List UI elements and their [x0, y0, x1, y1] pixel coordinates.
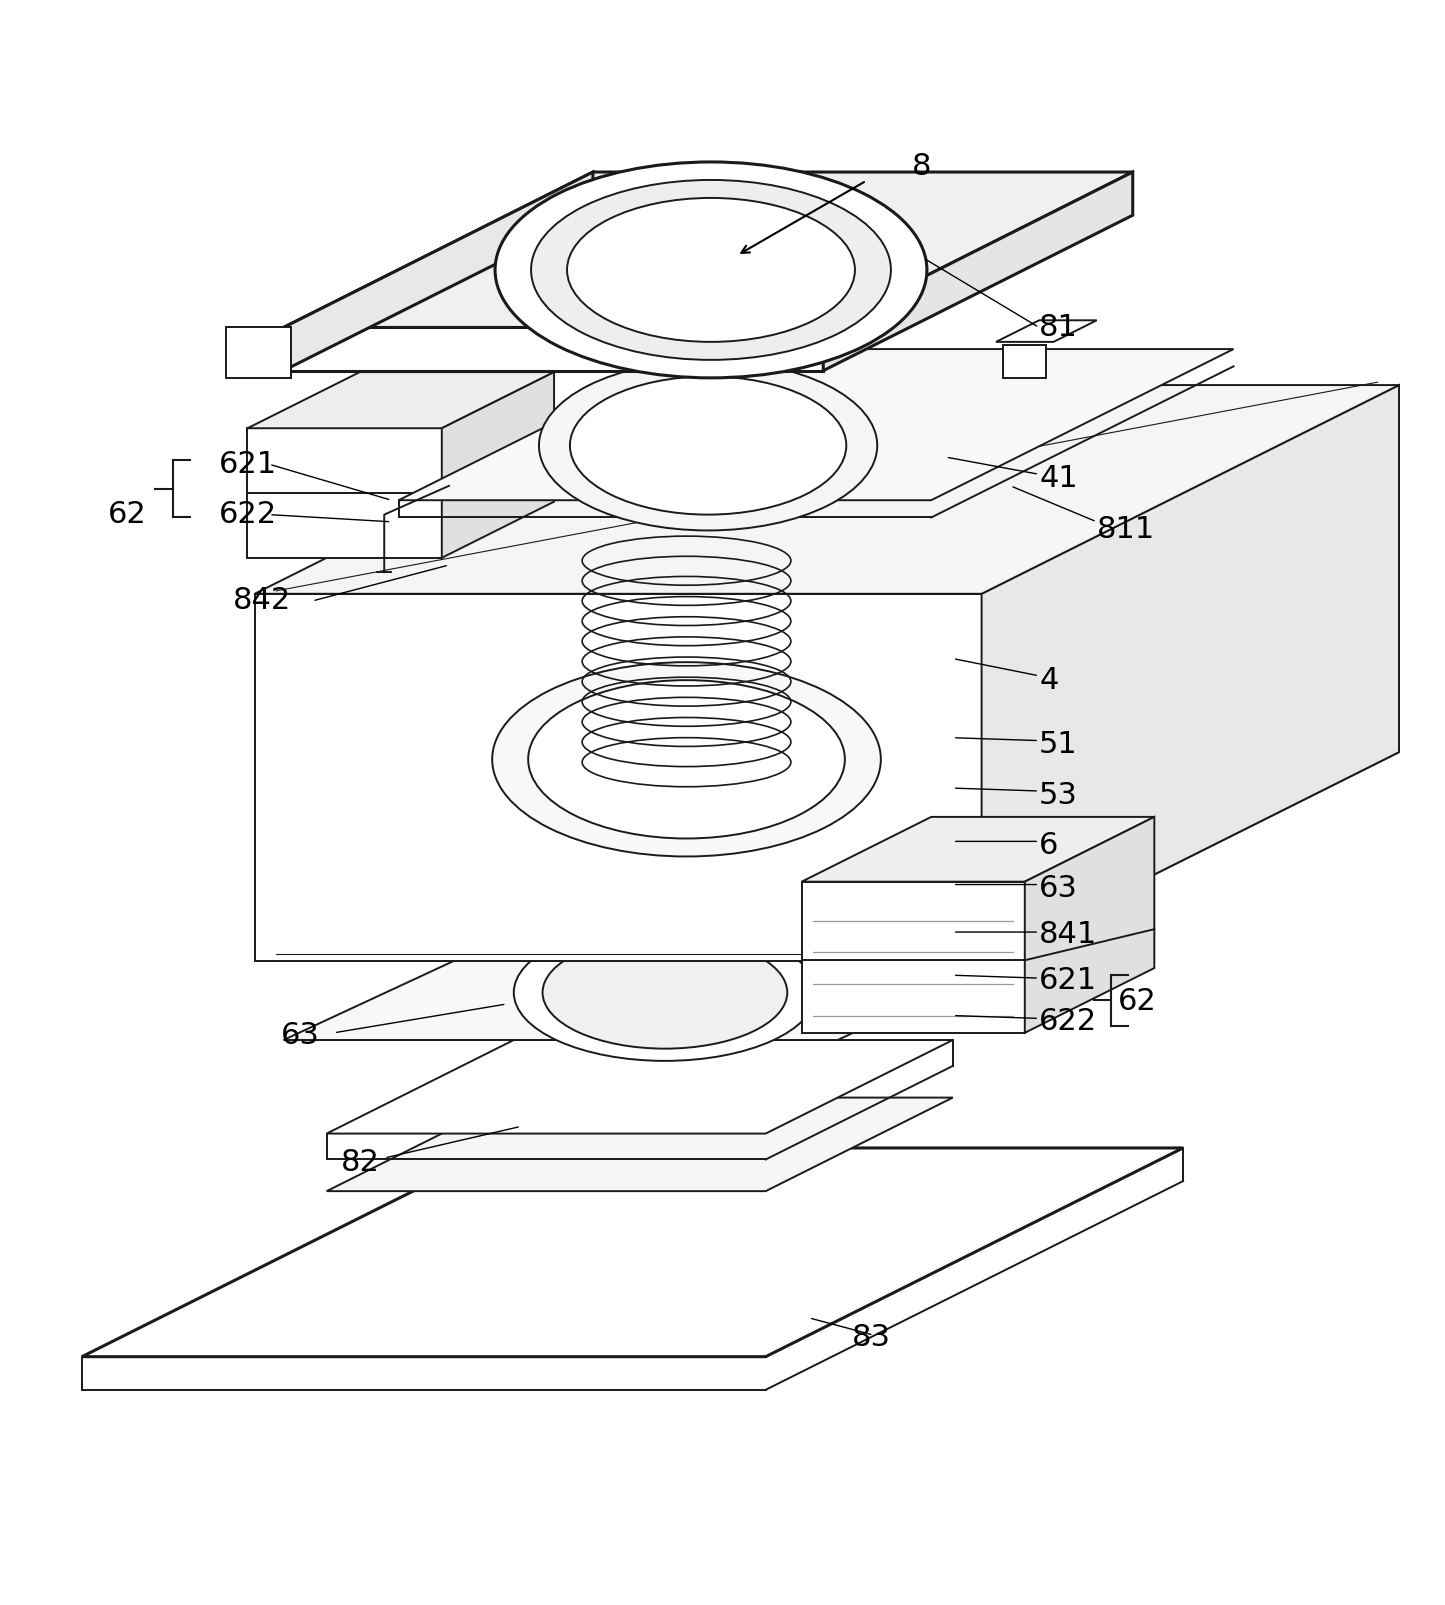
Polygon shape — [996, 321, 1097, 342]
Polygon shape — [254, 385, 1399, 594]
Text: 63: 63 — [280, 1021, 319, 1050]
Text: 841: 841 — [1039, 920, 1097, 950]
Polygon shape — [442, 372, 553, 559]
Text: 83: 83 — [853, 1324, 892, 1353]
Polygon shape — [82, 1148, 1183, 1356]
Text: 621: 621 — [1039, 966, 1097, 995]
Polygon shape — [283, 172, 1133, 327]
Text: 842: 842 — [233, 586, 292, 615]
Text: 4: 4 — [1039, 666, 1059, 695]
Text: 62: 62 — [1118, 987, 1157, 1016]
Ellipse shape — [529, 681, 845, 838]
Polygon shape — [254, 753, 1399, 961]
Polygon shape — [1025, 817, 1155, 1032]
Polygon shape — [254, 594, 981, 961]
Polygon shape — [1003, 345, 1046, 377]
Ellipse shape — [532, 180, 892, 360]
Text: 41: 41 — [1039, 464, 1078, 493]
Polygon shape — [283, 172, 592, 371]
Ellipse shape — [496, 162, 926, 377]
Ellipse shape — [514, 924, 816, 1061]
Polygon shape — [247, 372, 553, 429]
Text: 6: 6 — [1039, 831, 1059, 860]
Text: 81: 81 — [1039, 313, 1078, 342]
Text: 8: 8 — [912, 152, 931, 181]
Polygon shape — [283, 327, 824, 371]
Text: 622: 622 — [1039, 1006, 1097, 1035]
Text: 51: 51 — [1039, 730, 1078, 759]
Ellipse shape — [539, 361, 877, 530]
Text: 63: 63 — [1039, 875, 1078, 904]
Text: 62: 62 — [108, 501, 147, 530]
Ellipse shape — [566, 197, 855, 342]
Polygon shape — [399, 348, 1234, 501]
Polygon shape — [327, 1098, 952, 1191]
Polygon shape — [824, 172, 1133, 371]
Text: 53: 53 — [1039, 780, 1078, 811]
Polygon shape — [327, 1040, 952, 1133]
Text: 621: 621 — [218, 449, 277, 478]
Polygon shape — [802, 881, 1025, 1032]
Polygon shape — [225, 327, 290, 377]
Ellipse shape — [542, 936, 788, 1048]
Text: 622: 622 — [218, 501, 277, 530]
Ellipse shape — [569, 377, 847, 515]
Polygon shape — [981, 385, 1399, 961]
Polygon shape — [283, 947, 1039, 1040]
Text: 811: 811 — [1097, 515, 1155, 544]
Ellipse shape — [493, 663, 881, 857]
Polygon shape — [247, 429, 442, 559]
Polygon shape — [802, 817, 1155, 881]
Text: 82: 82 — [341, 1148, 380, 1176]
